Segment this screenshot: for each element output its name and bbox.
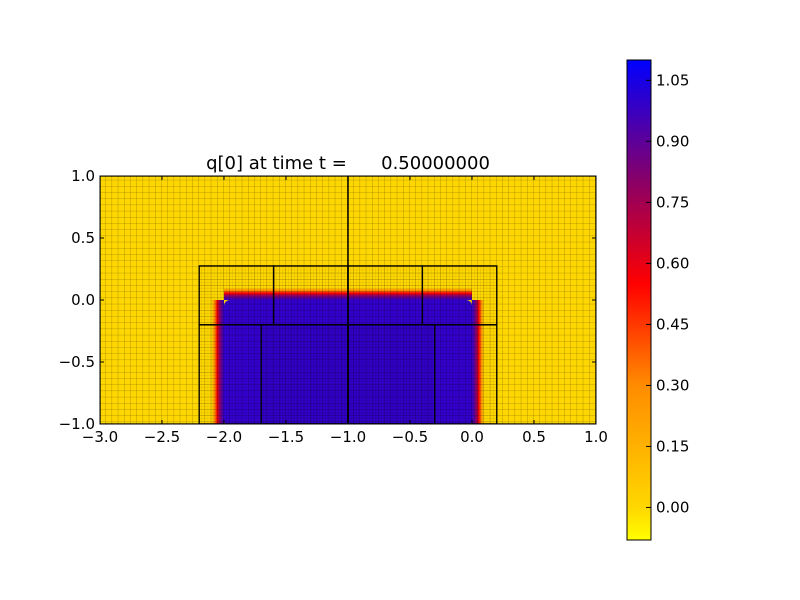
y-tick-label: −0.5 <box>59 353 95 371</box>
y-tick-label: −1.0 <box>59 415 95 433</box>
colorbar-ticks: 0.00 0.15 0.30 0.45 0.60 0.75 0.90 1.05 <box>646 71 689 516</box>
colorbar-tick-label: 1.05 <box>656 71 689 89</box>
colorbar-tick-label: 0.60 <box>656 254 689 272</box>
y-tick-label: 0.5 <box>71 229 95 247</box>
grid-level-2-patch-0 <box>199 265 274 325</box>
x-tick-label: −2.0 <box>206 428 242 446</box>
grid-level-2-patch-3 <box>422 265 497 325</box>
y-tick-label: 1.0 <box>71 167 95 185</box>
amr-grid <box>100 176 596 424</box>
y-tick-label: 0.0 <box>71 291 95 309</box>
colorbar-scale <box>626 59 652 541</box>
grid-level-3-patch-0 <box>261 324 348 424</box>
x-tick-label: 1.0 <box>584 428 608 446</box>
colorbar-tick-label: 0.75 <box>656 193 689 211</box>
grid-level-2-patch-2 <box>348 265 423 325</box>
colorbar-tick-label: 0.45 <box>656 315 689 333</box>
colorbar-tick-label: 0.15 <box>656 437 689 455</box>
plot-area <box>100 176 596 424</box>
colorbar-tick-label: 0.90 <box>656 132 689 150</box>
x-tick-label: −1.0 <box>330 428 366 446</box>
x-tick-label: −1.5 <box>268 428 304 446</box>
colorbar: 0.00 0.15 0.30 0.45 0.60 0.75 0.90 1.05 <box>626 59 689 541</box>
colorbar-tick-label: 0.30 <box>656 376 689 394</box>
y-axis: −1.0 −0.5 0.0 0.5 1.0 <box>59 167 596 433</box>
grid-level-2-patch-1 <box>273 265 348 325</box>
x-tick-label: 0.5 <box>522 428 546 446</box>
chart-title: q[0] at time t = 0.50000000 <box>206 153 490 174</box>
grid-level-3-patch-1 <box>348 324 435 424</box>
x-tick-label: −0.5 <box>392 428 428 446</box>
x-tick-label: −3.0 <box>82 428 118 446</box>
x-tick-label: 0.0 <box>460 428 484 446</box>
x-axis: −3.0 −2.5 −2.0 −1.5 −1.0 −0.5 0.0 0.5 1.0 <box>82 176 608 446</box>
colorbar-tick-label: 0.00 <box>656 498 689 516</box>
x-tick-label: −2.5 <box>144 428 180 446</box>
